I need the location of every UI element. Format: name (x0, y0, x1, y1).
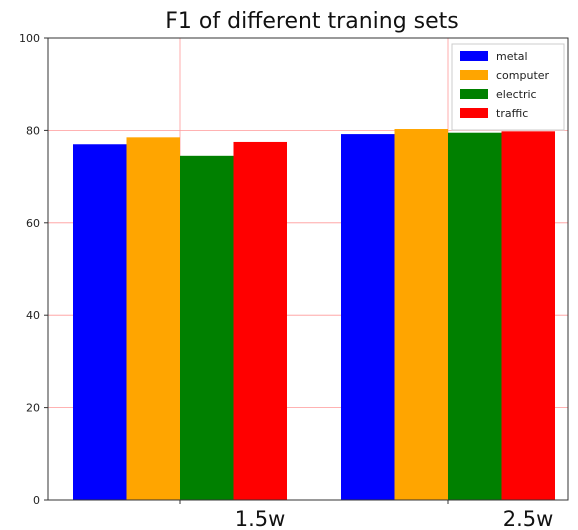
plot-area-frame (47, 37, 569, 501)
bar-electric-1.5w (180, 155, 234, 500)
legend-label-computer: computer (496, 69, 550, 82)
x-axis-ticks: 1.5w 2.5w (179, 500, 554, 530)
y-tick-label: 0 (33, 494, 40, 507)
y-tick-label: 80 (26, 124, 40, 137)
legend-swatch-electric (460, 89, 488, 99)
bar-traffic-1.5w (233, 141, 287, 500)
chart-title: F1 of different traning sets (165, 9, 458, 34)
y-tick-label: 20 (26, 402, 40, 415)
bar-electric-2.5w (448, 132, 502, 500)
legend: metal computer electric traffic (451, 43, 565, 131)
y-axis-ticks: 0 20 40 60 80 100 (19, 32, 48, 507)
bars (73, 129, 555, 500)
legend-label-traffic: traffic (496, 107, 528, 120)
bar-traffic-2.5w (501, 131, 555, 500)
legend-label-metal: metal (496, 50, 528, 63)
bar-metal-2.5w (341, 134, 395, 500)
legend-swatch-computer (460, 70, 488, 80)
bar-metal-1.5w (73, 144, 127, 500)
x-tick-label: 2.5w (503, 507, 554, 530)
y-tick-label: 100 (19, 32, 40, 45)
y-tick-label: 40 (26, 309, 40, 322)
bar-computer-2.5w (394, 129, 448, 500)
legend-swatch-metal (460, 51, 488, 61)
legend-label-electric: electric (496, 88, 537, 101)
legend-swatch-traffic (460, 108, 488, 118)
y-tick-label: 60 (26, 217, 40, 230)
bar-computer-1.5w (126, 137, 180, 500)
x-tick-label: 1.5w (235, 507, 286, 530)
